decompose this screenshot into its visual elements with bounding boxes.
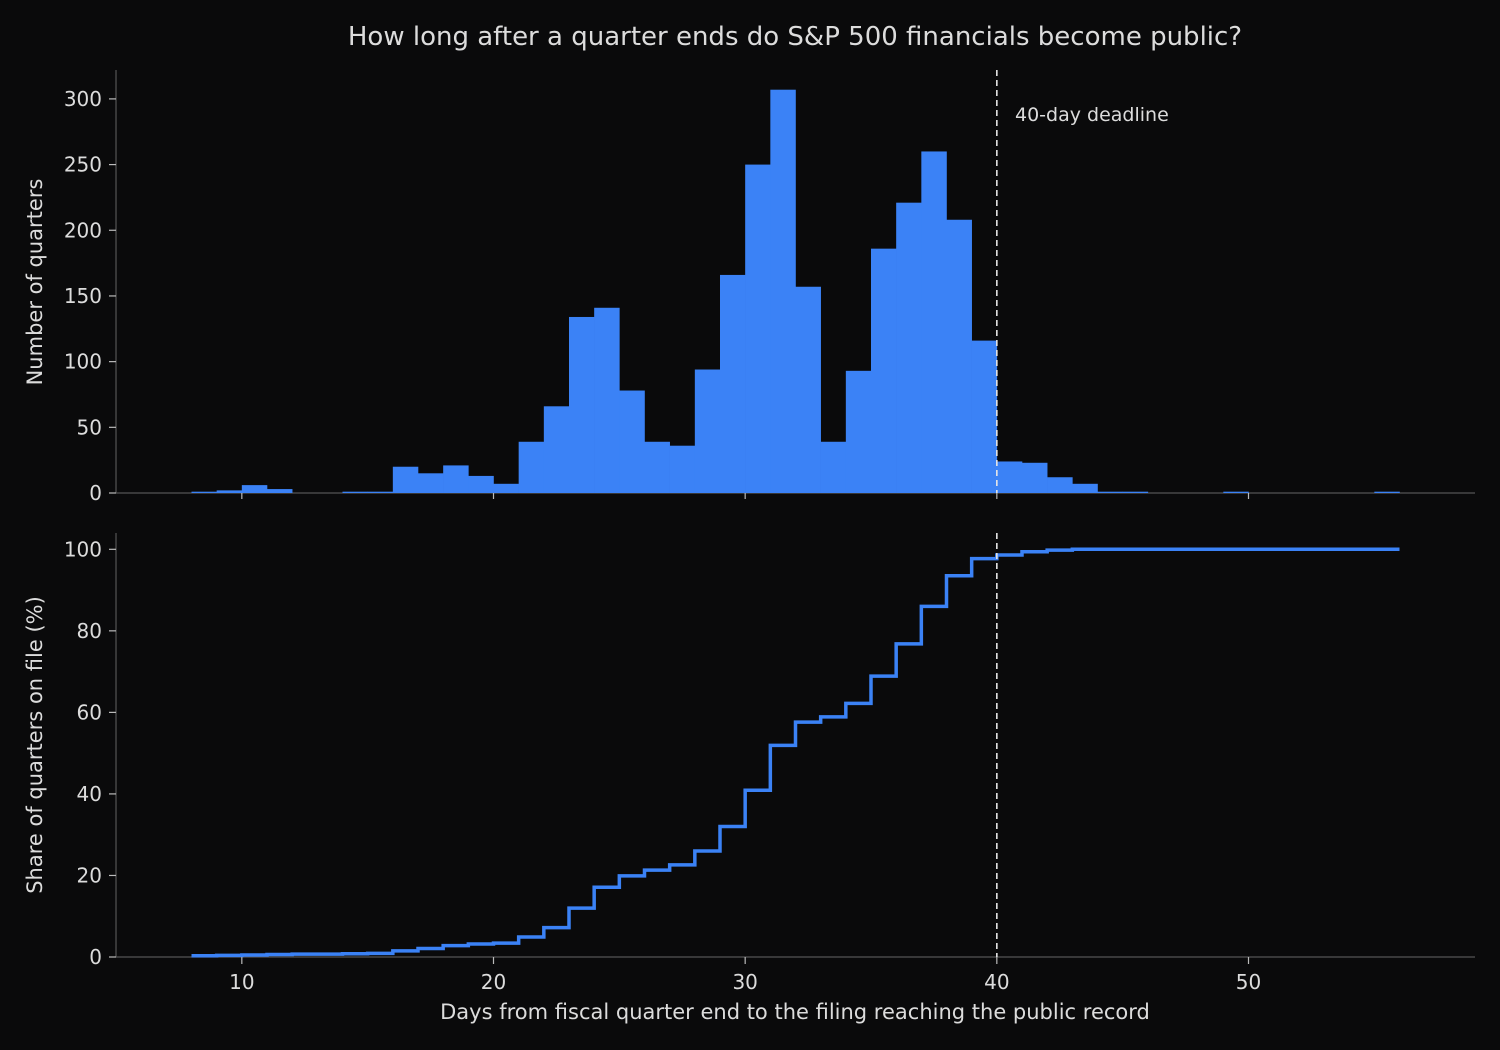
cumulative-y-ticks: 0 20 40 60 80 100 (64, 537, 116, 969)
histogram-bar (216, 490, 243, 493)
histogram-bar (342, 491, 368, 493)
histogram-bar (921, 151, 947, 493)
histogram-y-tick-label: 0 (89, 481, 102, 505)
histogram-bar (971, 340, 998, 493)
cumulative-y-tick-label: 0 (89, 945, 102, 969)
histogram-bar (1022, 462, 1048, 493)
histogram-bar (644, 441, 670, 493)
histogram-bar (871, 248, 897, 493)
histogram-y-ticks: 0 50 100 150 200 250 300 (64, 87, 116, 505)
histogram-bar (1097, 491, 1123, 493)
histogram-y-tick-label: 100 (64, 350, 102, 374)
histogram-panel: 0 50 100 150 200 250 300 40-day deadline Numbe… (23, 70, 1475, 505)
histogram-bar (1047, 477, 1073, 493)
cumulative-x-tick-label: 30 (732, 970, 757, 994)
histogram-y-tick-label: 200 (64, 218, 102, 242)
histogram-bar (518, 441, 545, 493)
histogram-bar (418, 473, 444, 493)
histogram-bar (996, 461, 1023, 493)
histogram-bar (569, 316, 595, 493)
histogram-bar (468, 475, 494, 493)
histogram-y-label: Number of quarters (23, 179, 47, 386)
x-axis-label: Days from fiscal quarter end to the fili… (440, 1000, 1150, 1024)
histogram-bar (946, 219, 972, 494)
histogram-bar (241, 485, 268, 493)
cumulative-y-tick-label: 40 (77, 782, 102, 806)
histogram-bar (1122, 491, 1149, 493)
histogram-bar (267, 489, 293, 493)
chart-title: How long after a quarter ends do S&P 500… (348, 22, 1242, 52)
cumulative-y-label: Share of quarters on file (%) (23, 596, 47, 894)
cumulative-x-tick-label: 50 (1236, 970, 1261, 994)
cumulative-x-tick-label: 20 (481, 970, 506, 994)
histogram-bar (770, 89, 796, 494)
histogram-bar (795, 286, 821, 493)
cumulative-step-line (191, 547, 1400, 958)
histogram-bar (1374, 491, 1400, 493)
cumulative-y-tick-label: 100 (64, 537, 102, 561)
histogram-x-ticks (241, 493, 1250, 499)
cumulative-y-tick-label: 20 (77, 863, 102, 887)
histogram-bar (594, 307, 620, 493)
histogram-y-tick-label: 150 (64, 284, 102, 308)
cumulative-y-tick-label: 60 (77, 700, 102, 724)
deadline-annotation: 40-day deadline (1015, 104, 1169, 126)
histogram-bar (392, 466, 419, 493)
histogram-bar (493, 483, 519, 493)
cumulative-panel: 0 20 40 60 80 100 10 20 30 40 50 Share of quarter… (23, 533, 1475, 1024)
histogram-bar (896, 202, 922, 494)
histogram-bar (443, 465, 469, 493)
cumulative-x-tick-label: 10 (229, 970, 254, 994)
histogram-bar (543, 406, 570, 493)
histogram-bar (367, 491, 394, 493)
histogram-bar (720, 274, 746, 493)
histogram-bars (191, 89, 1400, 494)
histogram-bar (669, 445, 696, 493)
histogram-y-tick-label: 300 (64, 87, 102, 111)
histogram-bar (745, 164, 771, 493)
cumulative-x-ticks: 10 20 30 40 50 (229, 957, 1261, 994)
histogram-y-tick-label: 50 (77, 415, 102, 439)
histogram-bar (619, 390, 645, 493)
histogram-y-tick-label: 250 (64, 153, 102, 177)
cumulative-x-tick-label: 40 (984, 970, 1009, 994)
histogram-bar (191, 491, 217, 493)
cumulative-y-tick-label: 80 (77, 619, 102, 643)
histogram-bar (1072, 483, 1098, 493)
histogram-bar (845, 370, 872, 493)
histogram-bar (820, 441, 847, 493)
histogram-bar (694, 369, 721, 493)
histogram-bar (1223, 491, 1249, 493)
